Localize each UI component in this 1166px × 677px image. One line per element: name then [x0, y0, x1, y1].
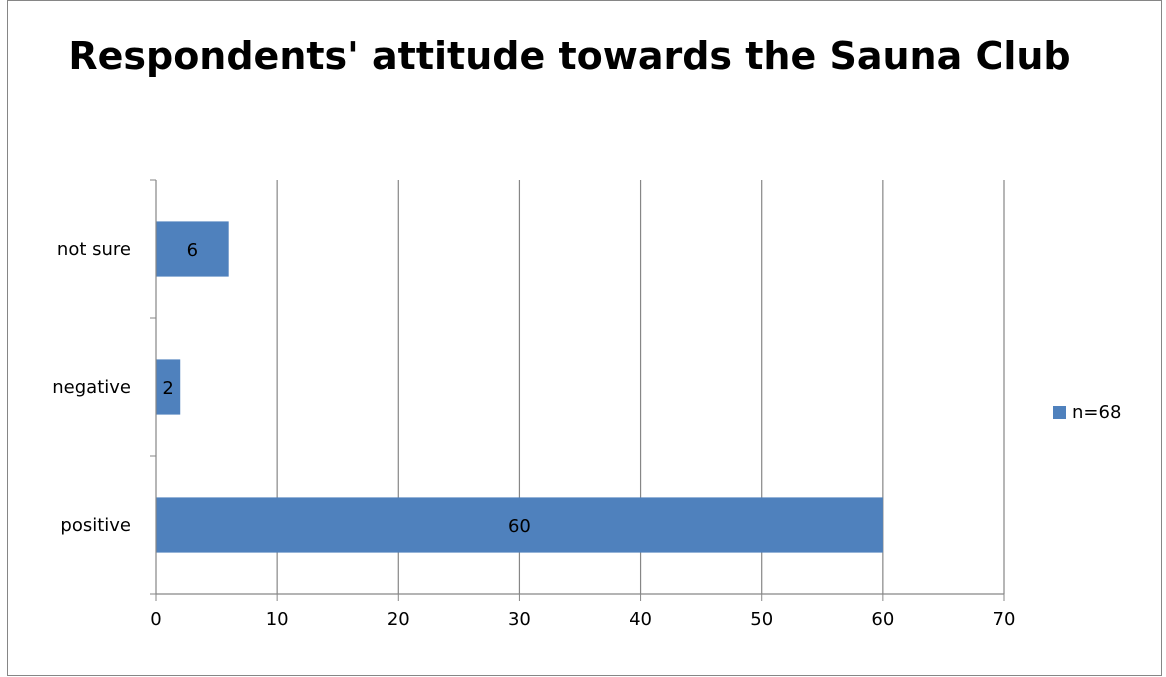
legend: n=68 [1053, 402, 1121, 423]
category-label: negative [52, 377, 131, 398]
data-label: 2 [162, 378, 173, 399]
x-tick-label: 70 [993, 609, 1016, 630]
bar-negative [156, 359, 181, 415]
data-labels: 60 2 6 [162, 240, 530, 537]
x-tick-label: 40 [629, 609, 652, 630]
axes [150, 179, 1005, 601]
category-labels: positive negative not sure [52, 239, 131, 536]
legend-label: n=68 [1072, 402, 1122, 423]
category-label: not sure [57, 239, 131, 260]
tick-labels: 0 10 20 30 40 50 60 70 [150, 609, 1015, 630]
data-label: 6 [187, 240, 198, 261]
x-tick-label: 30 [508, 609, 531, 630]
data-label: 60 [508, 516, 531, 537]
x-tick-label: 60 [871, 609, 894, 630]
category-label: positive [60, 515, 131, 536]
x-tick-label: 50 [750, 609, 773, 630]
bar-positive [156, 497, 883, 553]
bar-not-sure [156, 221, 229, 277]
x-tick-label: 10 [266, 609, 289, 630]
chart-frame [7, 0, 1162, 676]
legend-swatch [1053, 406, 1066, 419]
bars [156, 221, 883, 553]
x-tick-label: 0 [150, 609, 161, 630]
chart-title: Respondents' attitude towards the Sauna … [68, 34, 1071, 78]
x-tick-label: 20 [387, 609, 410, 630]
